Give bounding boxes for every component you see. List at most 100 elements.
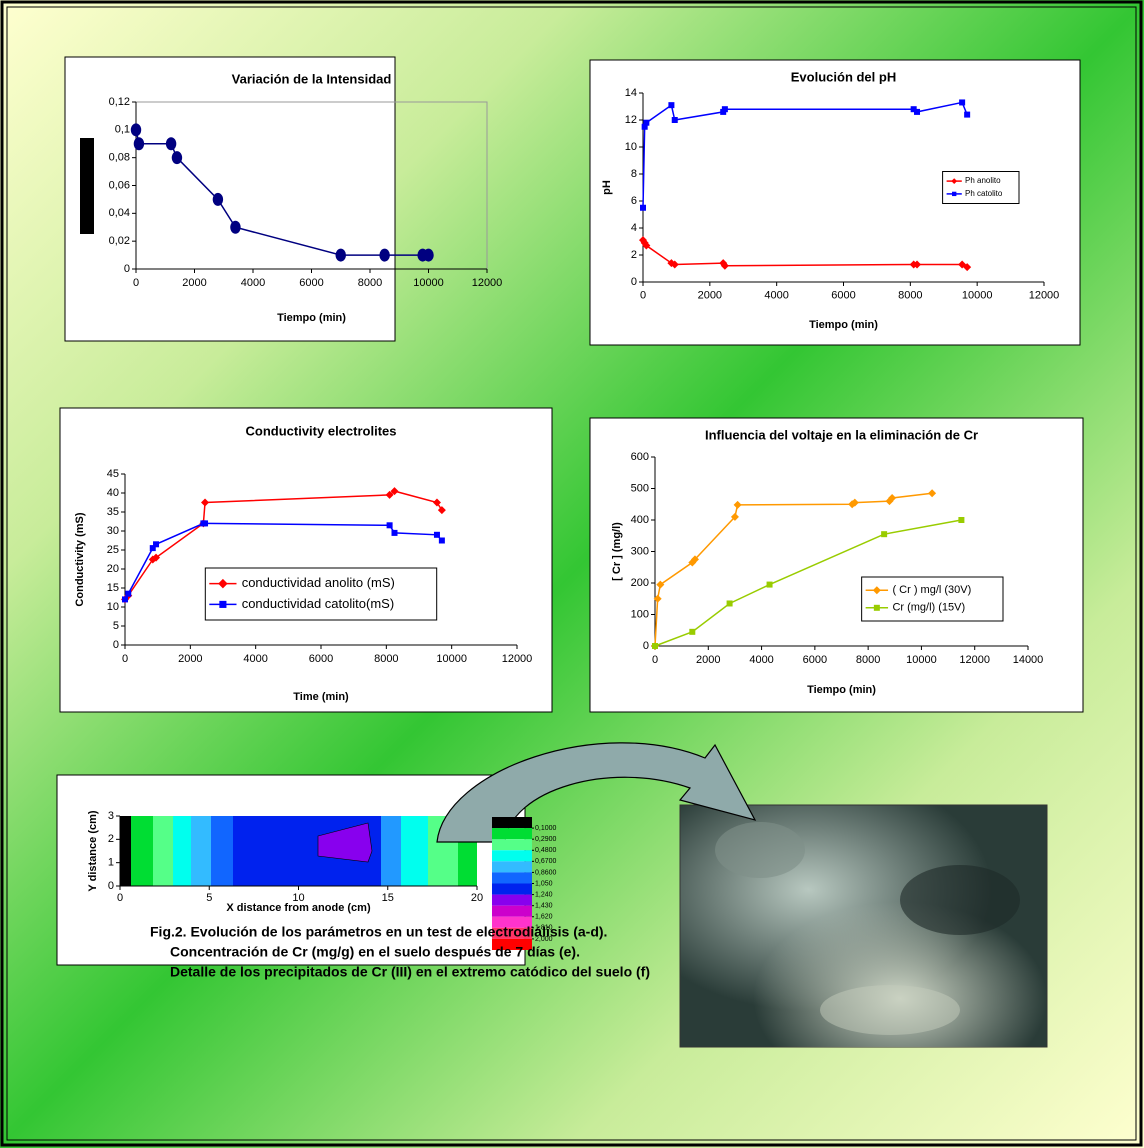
marker bbox=[153, 541, 159, 547]
y-tick-label: 1 bbox=[108, 857, 114, 869]
colorbar-label: 0,6700 bbox=[535, 858, 557, 865]
y-tick-label: 12 bbox=[625, 114, 637, 126]
chart-title: Conductivity electrolites bbox=[246, 423, 397, 438]
y-axis-label: [ Cr ] (mg/l) bbox=[611, 522, 623, 581]
colorbar-label: 0,8600 bbox=[535, 869, 557, 876]
marker bbox=[640, 205, 646, 211]
y-tick-label: 0,1 bbox=[115, 124, 130, 136]
contour-band bbox=[401, 816, 428, 886]
caption-line: Fig.2. Evolución de los parámetros en un… bbox=[150, 924, 607, 940]
marker bbox=[134, 137, 144, 150]
marker bbox=[964, 112, 970, 118]
marker bbox=[336, 249, 346, 262]
x-axis-label: Tiempo (min) bbox=[807, 684, 876, 696]
x-tick-label: 6000 bbox=[831, 289, 855, 301]
marker bbox=[213, 193, 223, 206]
y-tick-label: 40 bbox=[107, 487, 119, 499]
marker bbox=[689, 629, 695, 635]
x-tick-label: 0 bbox=[652, 654, 658, 666]
contour-band bbox=[120, 816, 131, 886]
y-tick-label: 5 bbox=[113, 620, 119, 632]
marker bbox=[767, 582, 773, 588]
x-tick-label: 8000 bbox=[374, 653, 398, 665]
y-tick-label: 0,12 bbox=[109, 96, 130, 108]
colorbar-label: 0,2900 bbox=[535, 836, 557, 843]
colorbar-swatch bbox=[492, 850, 532, 861]
x-tick-label: 2000 bbox=[696, 654, 720, 666]
colorbar-swatch bbox=[492, 872, 532, 883]
y-tick-label: 30 bbox=[107, 525, 119, 537]
y-axis-label: pH bbox=[601, 180, 613, 195]
x-tick-label: 10000 bbox=[906, 654, 937, 666]
y-tick-label: 100 bbox=[631, 608, 649, 620]
chart-box bbox=[60, 408, 552, 712]
x-tick-label: 12000 bbox=[959, 654, 990, 666]
y-tick-label: 0 bbox=[631, 276, 637, 288]
marker bbox=[125, 591, 131, 597]
colorbar-swatch bbox=[492, 861, 532, 872]
contour-band bbox=[173, 816, 191, 886]
marker bbox=[131, 123, 141, 136]
marker bbox=[379, 249, 389, 262]
y-tick-label: 0 bbox=[113, 639, 119, 651]
y-tick-label: 200 bbox=[631, 577, 649, 589]
y-tick-label: 600 bbox=[631, 451, 649, 463]
chart-title: Influencia del voltaje en la eliminación… bbox=[705, 427, 978, 442]
x-tick-label: 8000 bbox=[898, 289, 922, 301]
x-tick-label: 2000 bbox=[178, 653, 202, 665]
x-tick-label: 5 bbox=[206, 892, 212, 904]
x-axis-label: Tiempo (min) bbox=[809, 319, 878, 331]
colorbar-label: 1,240 bbox=[535, 891, 553, 898]
marker bbox=[672, 117, 678, 123]
x-tick-label: 4000 bbox=[764, 289, 788, 301]
x-tick-label: 8000 bbox=[856, 654, 880, 666]
y-tick-label: 10 bbox=[107, 601, 119, 613]
x-tick-label: 15 bbox=[382, 892, 394, 904]
legend-label: Ph anolito bbox=[965, 176, 1001, 185]
marker bbox=[387, 522, 393, 528]
legend: Ph anolito Ph catolito bbox=[943, 172, 1019, 204]
legend: ( Cr ) mg/l (30V)Cr (mg/l) (15V) bbox=[862, 577, 1003, 621]
colorbar-label: 1,620 bbox=[535, 914, 553, 921]
legend-label: Ph catolito bbox=[965, 189, 1003, 198]
x-tick-label: 20 bbox=[471, 892, 483, 904]
colorbar-label: 1,050 bbox=[535, 880, 553, 887]
marker bbox=[392, 530, 398, 536]
contour-band bbox=[131, 816, 153, 886]
y-tick-label: 25 bbox=[107, 544, 119, 556]
marker bbox=[727, 600, 733, 606]
contour-band bbox=[153, 816, 173, 886]
marker bbox=[172, 151, 182, 164]
marker bbox=[423, 249, 433, 262]
y-tick-label: 0 bbox=[108, 880, 114, 892]
y-tick-label: 8 bbox=[631, 168, 637, 180]
colorbar-swatch bbox=[492, 895, 532, 906]
y-tick-label: 6 bbox=[631, 195, 637, 207]
marker bbox=[958, 517, 964, 523]
marker bbox=[230, 221, 240, 234]
y-tick-label: 15 bbox=[107, 582, 119, 594]
y-tick-label: 35 bbox=[107, 506, 119, 518]
x-tick-label: 6000 bbox=[299, 277, 323, 289]
y-tick-label: 400 bbox=[631, 514, 649, 526]
legend-marker bbox=[219, 601, 226, 608]
x-tick-label: 12000 bbox=[502, 653, 533, 665]
x-tick-label: 0 bbox=[640, 289, 646, 301]
x-tick-label: 0 bbox=[122, 653, 128, 665]
caption-line: Detalle de los precipitados de Cr (III) … bbox=[170, 964, 650, 980]
legend-marker bbox=[874, 605, 880, 611]
colorbar-label: 0,1000 bbox=[535, 825, 557, 832]
legend-label: conductividad anolito (mS) bbox=[242, 575, 395, 590]
marker bbox=[439, 538, 445, 544]
colorbar-swatch bbox=[492, 817, 532, 828]
y-tick-label: 300 bbox=[631, 545, 649, 557]
marker bbox=[166, 137, 176, 150]
x-tick-label: 10 bbox=[292, 892, 304, 904]
y-tick-label: 2 bbox=[108, 833, 114, 845]
y-tick-label: 0,02 bbox=[109, 235, 130, 247]
x-tick-label: 10000 bbox=[962, 289, 993, 301]
photo bbox=[680, 805, 1047, 1047]
chart-title: Evolución del pH bbox=[791, 69, 896, 84]
x-tick-label: 4000 bbox=[243, 653, 267, 665]
y-tick-label: 0,04 bbox=[109, 207, 130, 219]
